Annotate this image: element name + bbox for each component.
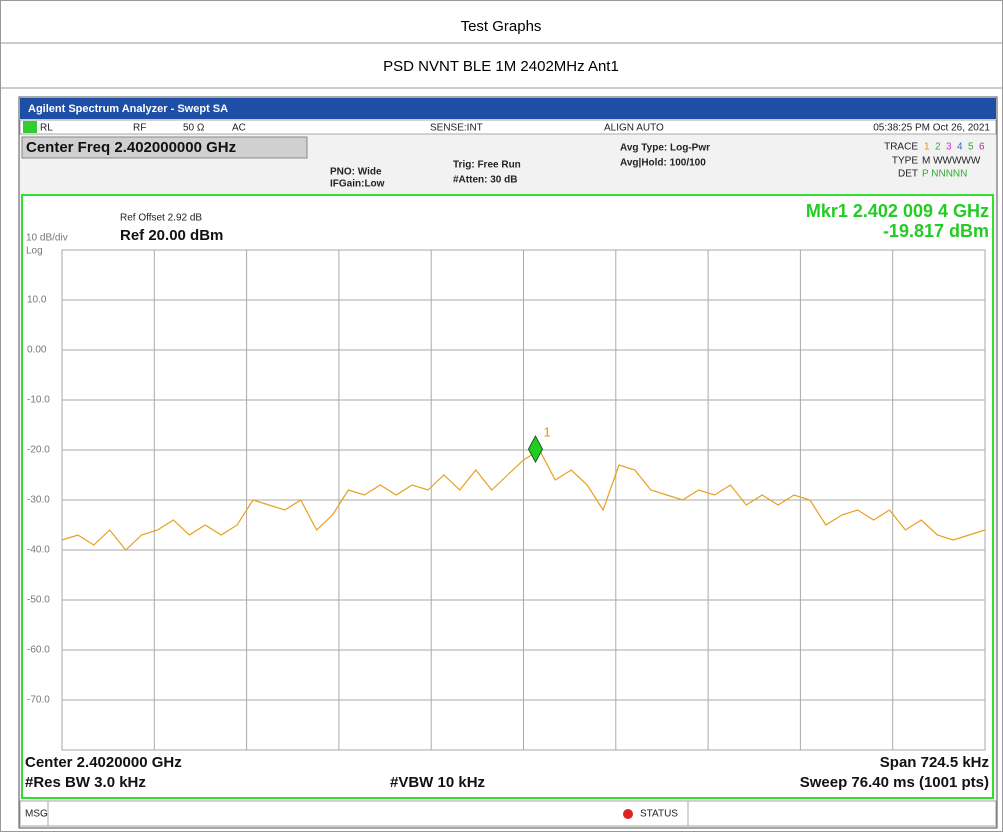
y-tick-label: -20.0 — [27, 445, 50, 456]
status: ALIGN AUTO — [604, 123, 664, 134]
plot: 10.0 0.00 -10.0 -20.0 -30.0 -40.0 -50.0 -60.0 -7… — [27, 249, 986, 751]
atten: #Atten: 30 dB — [453, 175, 517, 186]
marker-freq: Mkr1 2.402 009 4 GHz — [806, 201, 989, 221]
y-tick-label: -30.0 — [27, 495, 50, 506]
trace-number: 5 — [968, 142, 974, 153]
y-tick-label: 10.0 — [27, 295, 47, 306]
ifgain: IFGain:Low — [330, 179, 385, 190]
marker-level: -19.817 dBm — [883, 221, 989, 241]
trace-label: TRACE — [884, 142, 918, 153]
title-bar — [20, 98, 996, 119]
lxi-icon — [23, 121, 37, 133]
plot-frame — [21, 194, 994, 799]
y-tick-label: 0.00 — [27, 345, 47, 356]
scale: 10 dB/div — [26, 233, 68, 244]
trace — [61, 449, 986, 551]
pno: PNO: Wide — [330, 167, 382, 178]
trace-number: 3 — [946, 142, 952, 153]
trace-number: 6 — [979, 142, 985, 153]
y-tick-label: -50.0 — [27, 595, 50, 606]
trace-number: 4 — [957, 142, 963, 153]
ref-offset: Ref Offset 2.92 dB — [120, 213, 202, 224]
trace-number: 2 — [935, 142, 941, 153]
y-tick-label: -70.0 — [27, 695, 50, 706]
center-freq: Center Freq 2.402000000 GHz — [26, 139, 236, 156]
scale-type: Log — [26, 246, 43, 257]
subheading: PSD NVNT BLE 1M 2402MHz Ant1 — [383, 58, 619, 75]
status-label: STATUS — [640, 809, 678, 820]
status: SENSE:INT — [430, 123, 483, 134]
message-bar — [19, 800, 997, 827]
status-time: 05:38:25 PM Oct 26, 2021 — [873, 123, 990, 134]
status-bar — [19, 119, 997, 135]
res-bw: #Res BW 3.0 kHz — [25, 774, 146, 791]
avg-type: Avg Type: Log-Pwr — [620, 143, 710, 154]
det-label: DET — [898, 169, 918, 180]
y-tick-label: -10.0 — [27, 395, 50, 406]
trace-number: 1 — [924, 142, 930, 153]
type-value: M WWWWW — [922, 156, 981, 167]
window-title: Agilent Spectrum Analyzer - Swept SA — [28, 103, 228, 115]
msg: MSG — [25, 809, 48, 820]
avg-hold: Avg|Hold: 100/100 — [620, 158, 706, 169]
status: AC — [232, 123, 246, 134]
marker — [527, 435, 544, 464]
marker-label: 1 — [543, 425, 550, 440]
ref-level: Ref 20.00 dBm — [120, 227, 223, 244]
status: 50 Ω — [183, 123, 205, 134]
center: Center 2.4020000 GHz — [25, 754, 182, 771]
det-value: P NNNNN — [922, 169, 967, 180]
trig: Trig: Free Run — [453, 160, 521, 171]
type-label: TYPE — [892, 156, 918, 167]
status-icon — [623, 809, 633, 819]
status: RF — [133, 123, 146, 134]
center-freq-box — [21, 136, 308, 159]
vbw: #VBW 10 kHz — [390, 774, 485, 791]
y-tick-label: -60.0 — [27, 645, 50, 656]
sweep: Sweep 76.40 ms (1001 pts) — [800, 774, 989, 791]
span: Span 724.5 kHz — [880, 754, 989, 771]
heading: Test Graphs — [461, 18, 542, 35]
y-tick-label: -40.0 — [27, 545, 50, 556]
status: RL — [40, 123, 53, 134]
